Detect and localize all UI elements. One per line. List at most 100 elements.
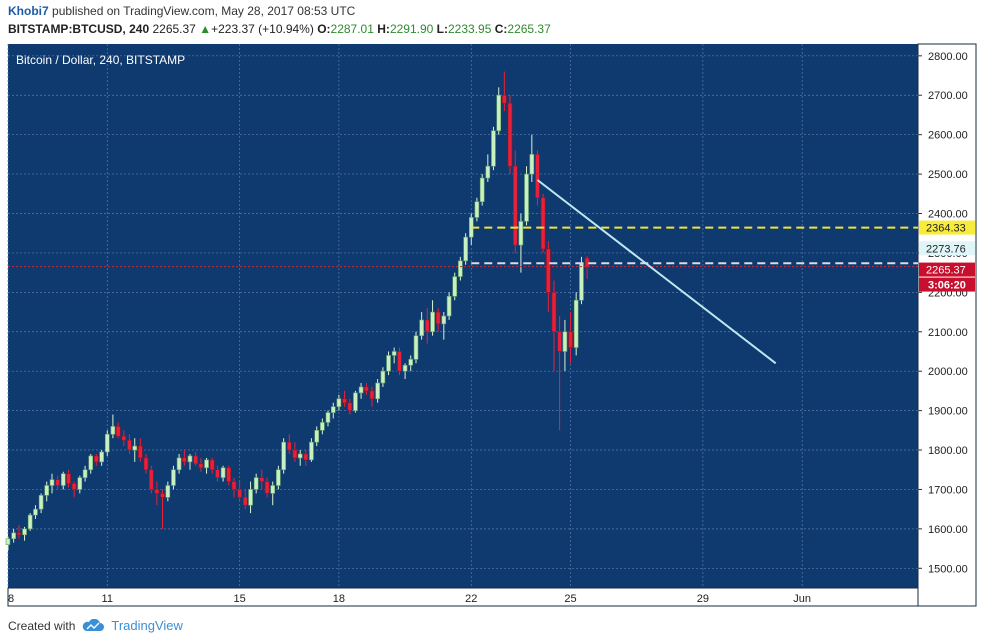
tradingview-brand[interactable]: TradingView (111, 618, 183, 633)
candle-body (375, 382, 380, 400)
footer: Created with TradingView (8, 618, 183, 633)
close-label: C: (494, 22, 508, 36)
x-tick-label: 15 (234, 593, 246, 605)
countdown-label: 3:06:20 (928, 280, 966, 292)
candle-body (507, 102, 513, 167)
candle-body (474, 201, 480, 218)
candle-body (66, 473, 71, 484)
candle-body (226, 467, 232, 482)
candle-body (242, 497, 248, 506)
candle-body (330, 406, 336, 413)
y-tick-label: 2800.00 (928, 51, 968, 63)
candle-body (364, 386, 369, 392)
candle-body (292, 449, 298, 459)
candle-body (176, 457, 182, 471)
candle-body (358, 386, 364, 394)
candle-body (270, 485, 276, 494)
candle-body (237, 489, 242, 498)
candle-body (171, 469, 176, 486)
change-value: +223.37 (+10.94%) (211, 22, 314, 36)
candle-body (391, 351, 397, 356)
symbol-label: BITSTAMP:BTCUSD, 240 (8, 22, 150, 36)
x-tick-label: 8 (8, 593, 14, 605)
close-value: 2265.37 (507, 22, 551, 36)
price-level-tag (919, 241, 975, 256)
candle-body (27, 514, 33, 530)
candle-body (99, 451, 104, 463)
candle-body (452, 276, 458, 297)
y-tick-label: 2500.00 (928, 169, 968, 181)
candle-body (446, 295, 452, 317)
x-tick-label: 25 (564, 593, 576, 605)
high-value: 2291.90 (389, 22, 434, 36)
candle-body (276, 469, 281, 486)
price-level-label: 2364.33 (926, 223, 966, 235)
candle-body (424, 319, 430, 333)
low-value: 2233.95 (448, 22, 492, 36)
candle-body (182, 457, 187, 463)
candle-body (110, 426, 116, 435)
candle-body (49, 479, 55, 486)
trend-line (536, 179, 777, 365)
candle-body (408, 359, 414, 366)
candle-body (94, 455, 99, 463)
x-tick-label: 29 (697, 593, 709, 605)
candle-body (524, 173, 529, 222)
candle-body (309, 441, 314, 461)
tradingview-cloud-icon (83, 618, 105, 631)
time-axis (7, 587, 919, 607)
candle-body (419, 319, 424, 337)
candle-body (193, 455, 198, 465)
candle-body (342, 398, 347, 404)
candle-body (77, 477, 83, 490)
candle-body (160, 493, 165, 498)
candle-body (502, 94, 507, 104)
candle-body (413, 335, 419, 360)
candle-body (518, 221, 524, 246)
candle-body (38, 495, 44, 510)
y-tick-label: 2100.00 (928, 327, 968, 339)
candle-body (22, 528, 27, 536)
price-level-tag (919, 220, 975, 235)
candle-body (11, 532, 16, 540)
candle-body (546, 248, 551, 293)
candle-body (369, 390, 375, 400)
y-tick-label: 1900.00 (928, 406, 968, 418)
candle-body (562, 331, 568, 352)
candle-body (496, 94, 502, 132)
candle-body (55, 479, 60, 486)
author-link[interactable]: Khobi7 (8, 4, 49, 18)
low-label: L: (436, 22, 448, 36)
countdown-tag (919, 277, 975, 292)
publish-info: Khobi7 published on TradingView.com, May… (8, 4, 355, 18)
candle-body (33, 508, 38, 516)
y-tick-label: 2700.00 (928, 90, 968, 102)
candle-body (248, 489, 253, 506)
x-tick-label: 18 (333, 593, 345, 605)
candle-body (529, 154, 535, 175)
chart-legend: Bitcoin / Dollar, 240, BITSTAMP (16, 53, 185, 67)
x-tick-label: 11 (102, 593, 113, 605)
price-axis (917, 43, 977, 607)
last-price: 2265.37 (152, 22, 196, 36)
candle-body (231, 481, 237, 490)
candle-body (314, 430, 320, 443)
candle-body (402, 364, 408, 372)
candle-body (485, 165, 491, 179)
candle-body (104, 433, 110, 453)
candle-body (512, 165, 518, 246)
candle-body (441, 315, 447, 325)
candle-body (209, 459, 215, 471)
x-tick-label: Jun (793, 593, 811, 605)
y-tick-label: 1500.00 (928, 563, 968, 575)
candle-body (220, 467, 226, 478)
candle-body (458, 260, 463, 277)
candle-body (259, 477, 265, 482)
candle-body (353, 392, 358, 411)
candle-body (198, 463, 204, 469)
candle-body (573, 299, 579, 348)
candle-body (380, 370, 386, 384)
candle-body (44, 485, 50, 496)
candle-body (491, 130, 496, 167)
